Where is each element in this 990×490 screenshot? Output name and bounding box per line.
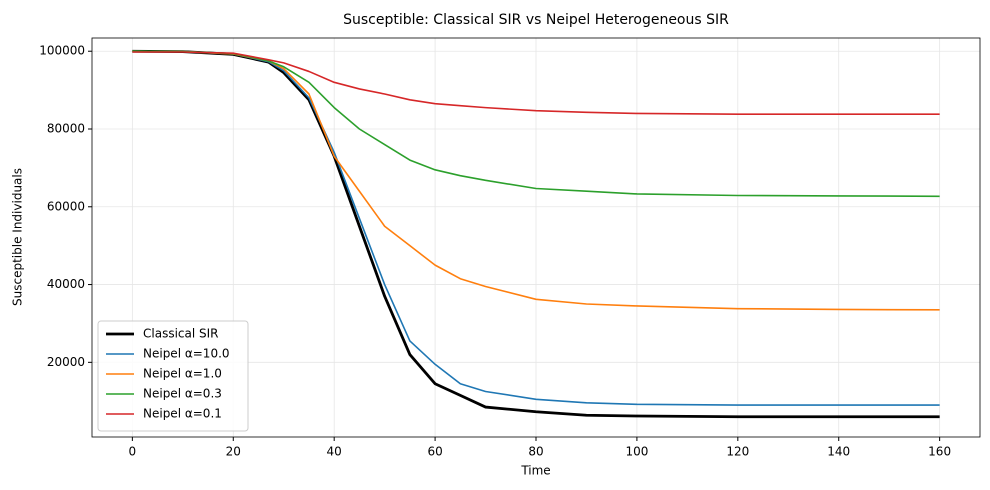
x-tick-label: 100	[625, 445, 648, 459]
y-axis-label: Susceptible Individuals	[11, 168, 25, 306]
x-tick-label: 140	[827, 445, 850, 459]
x-tick-label: 60	[427, 445, 442, 459]
plot-frame	[91, 37, 981, 438]
x-tick-label: 20	[226, 445, 241, 459]
x-tick-label: 40	[327, 445, 342, 459]
legend-label: Neipel α=0.1	[143, 407, 222, 421]
legend: Classical SIR Neipel α=10.0 Neipel α=1.0 Ne…	[97, 320, 249, 432]
series-line	[132, 50, 940, 198]
y-tick-label: 80000	[47, 122, 85, 136]
y-tick-label: 40000	[47, 277, 85, 291]
legend-label: Classical SIR	[143, 327, 219, 341]
chart-title: Susceptible: Classical SIR vs Neipel Het…	[343, 12, 729, 28]
legend-label: Neipel α=1.0	[143, 367, 222, 381]
x-tick-label: 80	[528, 445, 543, 459]
y-tick-label: 60000	[47, 199, 85, 213]
y-tick-label: 20000	[47, 355, 85, 369]
legend-box	[97, 320, 249, 432]
x-axis-label: Time	[520, 464, 550, 478]
series-line	[132, 51, 940, 116]
legend-label: Neipel α=10.0	[143, 347, 230, 361]
legend-label: Neipel α=0.3	[143, 387, 222, 401]
x-tick-label: 160	[928, 445, 951, 459]
x-tick-label: 120	[726, 445, 749, 459]
y-tick-label: 100000	[39, 44, 85, 58]
x-tick-label: 0	[129, 445, 137, 459]
